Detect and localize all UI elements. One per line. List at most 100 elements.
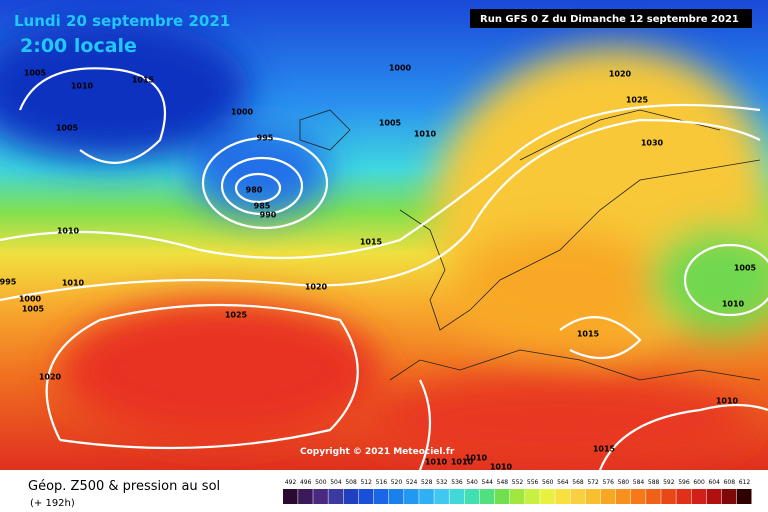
scale-label: 508 (345, 479, 357, 486)
scale-label: 544 (482, 479, 494, 486)
scale-label: 524 (406, 479, 418, 486)
copyright: Copyright © 2021 Meteociel.fr (300, 447, 455, 457)
scale-cell (449, 489, 465, 504)
scale-label: 576 (603, 479, 615, 486)
color-scale: 492 496 500 504 508 512 516 520 524 528 532 536 540 5… (283, 479, 752, 504)
isobar-label: 1020 (39, 373, 62, 382)
isobar-label: 1015 (577, 330, 600, 339)
footer: Géop. Z500 & pression au sol (+ 192h) 49… (0, 470, 768, 512)
isobar-label: 1030 (641, 139, 664, 148)
isobar-label: 1005 (734, 264, 757, 273)
isobars (0, 67, 768, 471)
scale-cell (721, 489, 737, 504)
scale-cell (525, 489, 540, 504)
scale-label: 548 (497, 479, 509, 486)
lead-time: (+ 192h) (30, 498, 75, 509)
scale-cell (388, 489, 404, 504)
scale-label: 516 (376, 479, 388, 486)
scale-label: 528 (421, 479, 433, 486)
isobar-label: 1010 (722, 300, 745, 309)
scale-label: 504 (330, 479, 342, 486)
scale-label: 532 (436, 479, 448, 486)
scale-label: 556 (527, 479, 539, 486)
isobar-labels: 1005101010151005100099598098599010001005… (0, 64, 757, 472)
scale-cell (676, 489, 691, 504)
scale-label: 540 (466, 479, 478, 486)
isobar-label: 995 (257, 134, 274, 143)
scale-cell (343, 489, 359, 504)
scale-label: 512 (360, 479, 372, 486)
scale-label: 592 (663, 479, 675, 486)
scale-cell (328, 489, 344, 504)
scale-label: 608 (724, 479, 736, 486)
isobar-label: 1010 (490, 463, 513, 472)
isobar-label: 1015 (360, 238, 383, 247)
isobar-label: 1000 (231, 108, 254, 117)
isobar-label: 1025 (225, 311, 248, 320)
scale-cell (630, 489, 646, 504)
scale-cell (479, 489, 495, 504)
scale-label: 552 (512, 479, 524, 486)
scale-cell (373, 489, 389, 504)
scale-label: 584 (633, 479, 645, 486)
scale-cell (540, 489, 555, 504)
run-info: Run GFS 0 Z du Dimanche 12 septembre 202… (480, 14, 739, 25)
scale-cell (555, 489, 570, 504)
scale-cell (615, 489, 631, 504)
scale-cell (283, 489, 298, 504)
scale-label: 496 (300, 479, 312, 486)
scale-label: 520 (391, 479, 403, 486)
scale-label: 564 (557, 479, 569, 486)
scale-cell (313, 489, 328, 504)
scale-cell (434, 489, 449, 504)
scale-cell (691, 489, 707, 504)
scale-cell (585, 489, 601, 504)
scale-cell (646, 489, 661, 504)
scale-label: 560 (542, 479, 554, 486)
isobar-label: 1000 (389, 64, 412, 73)
isobar-label: 1005 (56, 124, 79, 133)
header: Lundi 20 septembre 2021 2:00 locale Run … (14, 9, 752, 457)
isobar-label: 1010 (62, 279, 85, 288)
scale-cell (570, 489, 586, 504)
isobar-label: 1005 (379, 119, 402, 128)
isobar-label: 1000 (19, 295, 42, 304)
scale-label: 600 (693, 479, 705, 486)
isobar-label: 1020 (609, 70, 632, 79)
scale-cell (358, 489, 374, 504)
scale-cell (494, 489, 510, 504)
isobar-label: 980 (246, 186, 263, 195)
footer-title: Géop. Z500 & pression au sol (28, 479, 220, 494)
isobar-label: 1020 (305, 283, 328, 292)
isobar-label: 1005 (22, 305, 45, 314)
scale-cell (298, 489, 313, 504)
scale-cell (419, 489, 434, 504)
scale-cell (736, 489, 752, 504)
scale-label: 572 (587, 479, 599, 486)
isobar-label: 1010 (57, 227, 80, 236)
scale-label: 612 (739, 479, 751, 486)
isobar-label: 1010 (414, 130, 437, 139)
scale-cell (706, 489, 722, 504)
scale-cell (464, 489, 480, 504)
local-time: 2:00 locale (20, 35, 137, 57)
scale-label: 536 (451, 479, 463, 486)
isobar-label: 1015 (132, 76, 155, 85)
isobar-label: 985 (254, 202, 271, 211)
isobar-label: 1010 (451, 458, 474, 467)
isobar-label: 1010 (71, 82, 94, 91)
date: Lundi 20 septembre 2021 (14, 12, 230, 30)
isobar-label: 1010 (425, 458, 448, 467)
scale-cell (509, 489, 525, 504)
scale-label: 500 (315, 479, 327, 486)
scale-label: 492 (285, 479, 297, 486)
scale-cell (661, 489, 676, 504)
scale-label: 568 (572, 479, 584, 486)
scale-label: 596 (678, 479, 690, 486)
isobar-label: 1010 (716, 397, 739, 406)
isobar-label: 990 (260, 211, 277, 220)
scale-label: 588 (648, 479, 660, 486)
isobar-label: 995 (0, 278, 17, 287)
isobar-label: 1010 (465, 454, 488, 463)
